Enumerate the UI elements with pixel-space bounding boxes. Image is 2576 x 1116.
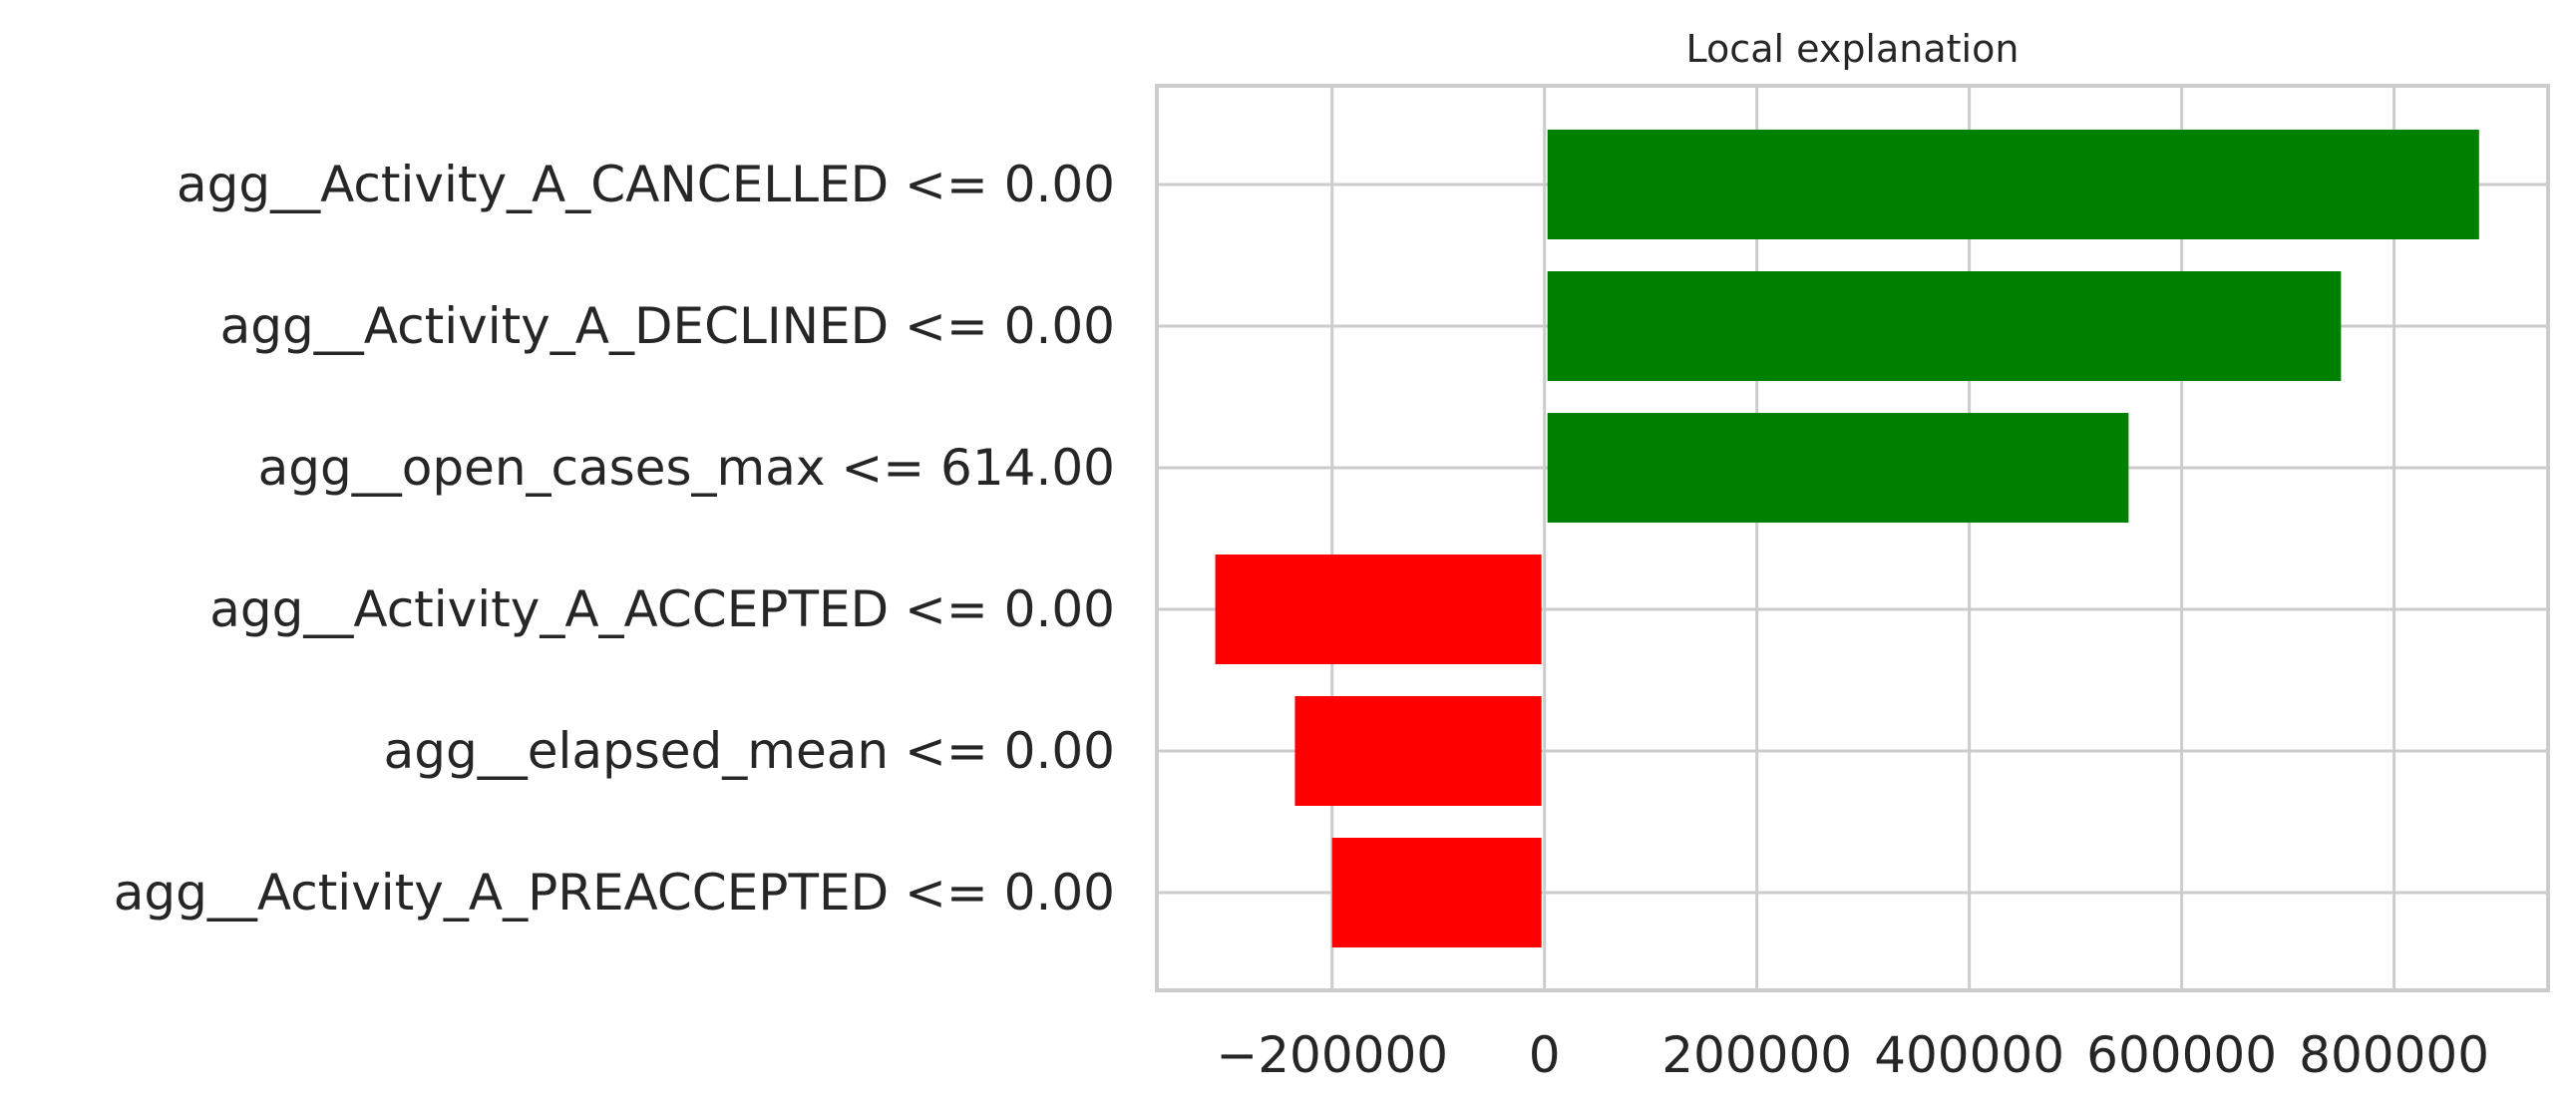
plot-frame bbox=[1155, 84, 2550, 992]
x-tick-label: 800000 bbox=[2299, 1026, 2489, 1084]
x-tick-label: −200000 bbox=[1216, 1026, 1448, 1084]
bars bbox=[1215, 130, 2479, 947]
bar bbox=[1215, 555, 1542, 664]
bar bbox=[1331, 838, 1542, 947]
y-tick-label: agg__Activity_A_CANCELLED <= 0.00 bbox=[177, 156, 1115, 213]
y-tick-label: agg__Activity_A_DECLINED <= 0.00 bbox=[220, 297, 1115, 355]
bar bbox=[1547, 130, 2479, 239]
y-tick-label: agg__Activity_A_PREACCEPTED <= 0.00 bbox=[114, 864, 1115, 922]
y-tick-label: agg__elapsed_mean <= 0.00 bbox=[384, 722, 1115, 780]
x-tick-label: 0 bbox=[1529, 1026, 1561, 1084]
chart-title: Local explanation bbox=[1686, 27, 2020, 71]
y-tick-label: agg__open_cases_max <= 614.00 bbox=[258, 439, 1115, 497]
x-tick-label: 400000 bbox=[1874, 1026, 2064, 1084]
y-tick-label: agg__Activity_A_ACCEPTED <= 0.00 bbox=[209, 580, 1115, 638]
bar bbox=[1547, 413, 2129, 523]
bar bbox=[1547, 271, 2342, 381]
x-tick-label: 200000 bbox=[1661, 1026, 1852, 1084]
x-tick-label: 600000 bbox=[2086, 1026, 2277, 1084]
bar bbox=[1294, 696, 1542, 806]
